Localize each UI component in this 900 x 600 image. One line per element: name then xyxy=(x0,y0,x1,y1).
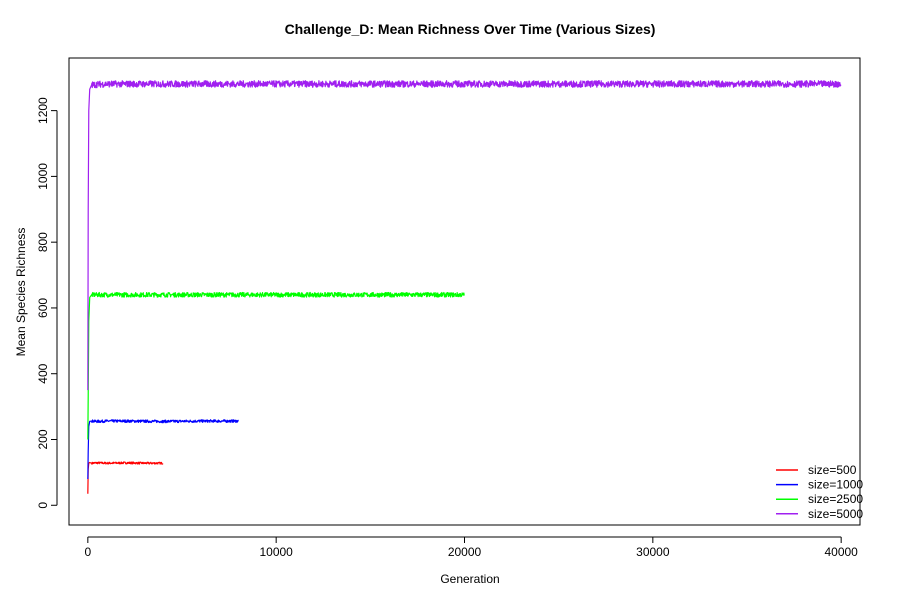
chart-title: Challenge_D: Mean Richness Over Time (Va… xyxy=(285,21,656,37)
series-layer xyxy=(87,80,842,494)
series-line-1 xyxy=(87,461,164,494)
plot-frame xyxy=(68,57,861,526)
y-tick-label: 1000 xyxy=(36,163,50,190)
legend-label: size=2500 xyxy=(808,492,863,506)
y-axis-label: Mean Species Richness xyxy=(14,228,28,357)
legend-label: size=500 xyxy=(808,463,857,477)
series-line-3 xyxy=(87,291,465,440)
y-tick-label: 0 xyxy=(36,502,50,509)
x-tick-label: 40000 xyxy=(824,545,858,559)
x-tick-label: 0 xyxy=(84,545,91,559)
series-line-4 xyxy=(87,80,842,391)
x-tick-label: 20000 xyxy=(448,545,482,559)
y-tick-label: 1200 xyxy=(36,97,50,124)
x-tick-label: 30000 xyxy=(636,545,670,559)
x-tick-label: 10000 xyxy=(259,545,293,559)
y-tick-label: 400 xyxy=(36,363,50,383)
series-line-2 xyxy=(87,419,239,479)
y-tick-label: 800 xyxy=(36,232,50,252)
y-tick-label: 200 xyxy=(36,429,50,449)
y-tick-label: 600 xyxy=(36,298,50,318)
legend-label: size=5000 xyxy=(808,507,863,521)
y-axis: 0 200 400 600 800 1000 1200 xyxy=(36,97,58,509)
x-axis: 0 10000 20000 30000 40000 xyxy=(84,536,858,559)
x-axis-label: Generation xyxy=(440,572,499,586)
legend-label: size=1000 xyxy=(808,478,863,492)
